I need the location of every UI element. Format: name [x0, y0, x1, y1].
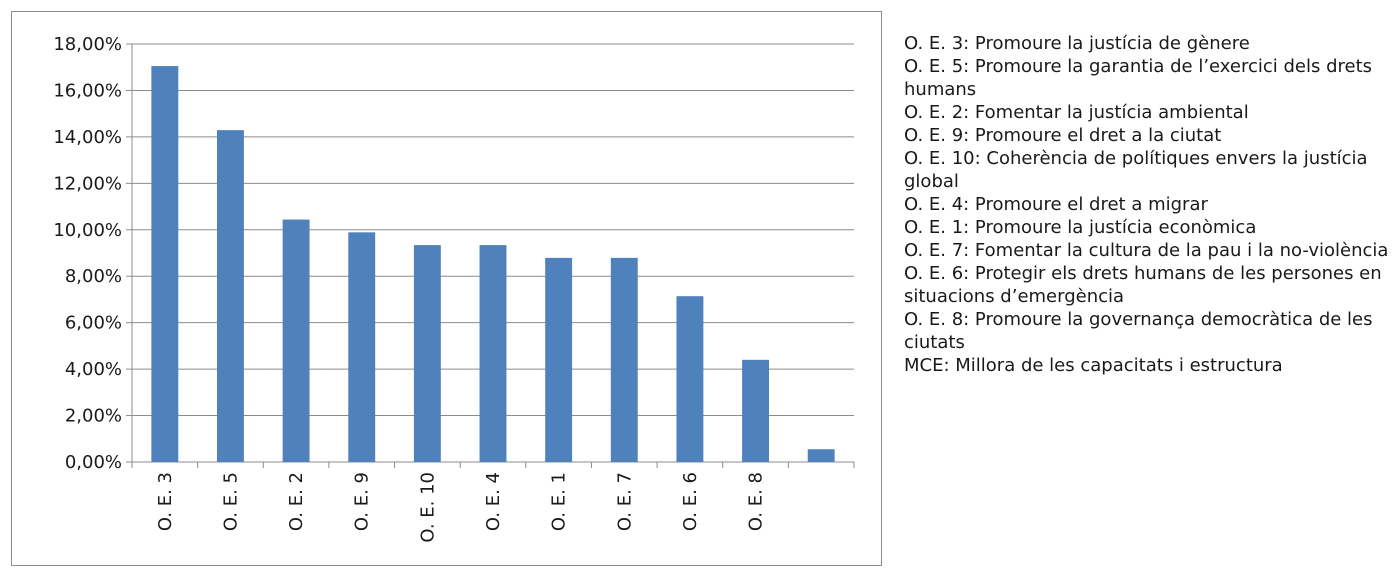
bar: [742, 359, 770, 462]
legend-item: O. E. 7: Fomentar la cultura de la pau i…: [904, 240, 1389, 261]
x-tick-label: O. E. 5: [220, 472, 241, 531]
bar: [610, 257, 638, 462]
x-tick-label: O. E. 6: [680, 472, 701, 531]
x-tick-label: O. E. 1: [549, 472, 570, 531]
bar: [282, 219, 310, 462]
category-legend: O. E. 3: Promoure la justícia de gènere …: [904, 32, 1394, 377]
bar: [479, 245, 507, 462]
y-tick-label: 10,00%: [53, 220, 122, 241]
x-tick-label: O. E. 4: [483, 472, 504, 531]
bar: [545, 257, 573, 462]
y-tick-label: 14,00%: [53, 127, 122, 148]
legend-item: O. E. 9: Promoure el dret a la ciutat: [904, 125, 1222, 146]
x-tick-label: O. E. 3: [155, 472, 176, 531]
bar: [216, 130, 244, 462]
bar: [413, 245, 441, 462]
y-tick-label: 12,00%: [53, 173, 122, 194]
y-tick-label: 0,00%: [65, 452, 122, 473]
legend-item: O. E. 3: Promoure la justícia de gènere: [904, 33, 1250, 54]
legend-item: O. E. 1: Promoure la justícia econòmica: [904, 217, 1257, 238]
legend-item: O. E. 5: Promoure la garantia de l’exerc…: [904, 56, 1373, 100]
legend-item: O. E. 2: Fomentar la justícia ambiental: [904, 102, 1249, 123]
bar: [807, 449, 835, 462]
legend-item: O. E. 8: Promoure la governança democràt…: [904, 309, 1373, 353]
y-tick-label: 6,00%: [65, 313, 122, 334]
y-tick-label: 16,00%: [53, 80, 122, 101]
legend-item: O. E. 6: Protegir els drets humans de le…: [904, 263, 1382, 307]
x-tick-label: O. E. 9: [352, 472, 373, 531]
legend-item: MCE: Millora de les capacitats i estruct…: [904, 355, 1283, 376]
y-tick-label: 2,00%: [65, 406, 122, 427]
y-tick-label: 8,00%: [65, 266, 122, 287]
chart-area: 0,00% 2,00% 4,00% 6,00% 8,00% 10,00% 12,00% 14,…: [11, 11, 882, 566]
bar: [348, 232, 376, 462]
y-tick-label: 18,00%: [53, 34, 122, 55]
bar: [676, 296, 704, 462]
x-tick-label: O. E. 10: [417, 472, 438, 543]
x-tick-label: O. E. 7: [614, 472, 635, 531]
bar: [151, 66, 179, 463]
y-tick-label: 4,00%: [65, 359, 122, 380]
x-tick-label: O. E. 2: [286, 472, 307, 531]
legend-item: O. E. 4: Promoure el dret a migrar: [904, 194, 1208, 215]
legend-item: O. E. 10: Coherència de polítiques enver…: [904, 148, 1368, 192]
x-tick-label: O. E. 8: [746, 472, 767, 531]
bar-chart: 0,00% 2,00% 4,00% 6,00% 8,00% 10,00% 12,00% 14,…: [53, 34, 855, 543]
